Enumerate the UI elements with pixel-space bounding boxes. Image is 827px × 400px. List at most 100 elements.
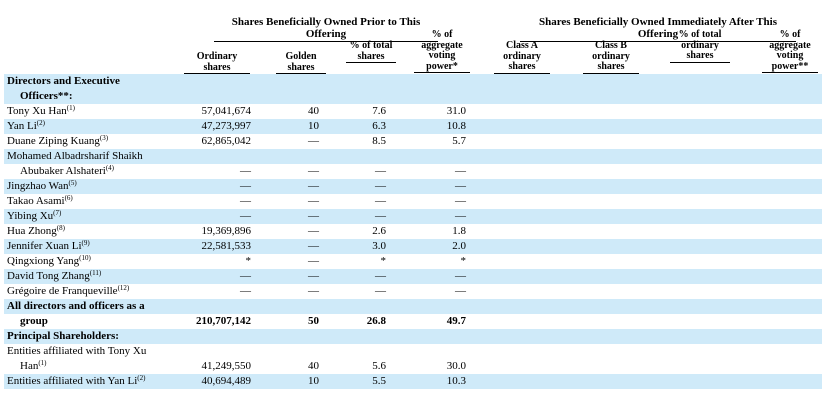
row-name-text: Officers**: <box>20 90 73 102</box>
pct-total-cell: * <box>380 255 387 267</box>
row-name-text: David Tong Zhang <box>7 270 90 282</box>
row-name: Entities affiliated with Tony Xu <box>7 344 146 359</box>
col-header-pct-total: % of total shares <box>346 40 396 63</box>
footnote-marker: (3) <box>99 134 109 142</box>
col-header-pct-total-ordinary-text: % of total ordinary shares <box>670 29 730 63</box>
pct-voting-cell: — <box>455 210 466 222</box>
ordinary-shares-cell: — <box>240 195 251 207</box>
table-row: Jingzhao Wan(5) — — — — <box>4 179 822 194</box>
col-header-ordinary-shares-text: Ordinary shares <box>184 51 250 74</box>
row-name-text: Hua Zhong <box>7 225 57 237</box>
pct-voting-cell: 49.7 <box>446 315 466 327</box>
footnote-marker: (8) <box>56 224 65 232</box>
row-name-text: Duane Ziping Kuang <box>7 135 100 147</box>
row-name: Qingxiong Yang(10) <box>7 254 91 269</box>
row-name-text: Tony Xu Han <box>7 105 67 117</box>
pct-voting-cell: 5.7 <box>452 135 466 147</box>
row-name-text: Directors and Executive <box>7 75 120 87</box>
row-name-text: Jingzhao Wan <box>7 180 69 192</box>
ordinary-shares-cell: 57,041,674 <box>201 105 252 117</box>
table-row: Grégoire de Franqueville(12) — — — — <box>4 284 822 299</box>
footnote-marker: (11) <box>89 269 102 277</box>
row-name: Entities affiliated with Yan Li(2) <box>7 374 145 389</box>
ordinary-shares-cell: 41,249,550 <box>201 360 252 372</box>
row-name: Principal Shareholders: <box>7 329 119 344</box>
table-row: Entities affiliated with Yan Li(2) 40,694… <box>4 374 822 389</box>
pct-total-cell: 5.6 <box>372 360 386 372</box>
row-name: Officers**: <box>20 89 73 104</box>
pct-voting-cell: 10.8 <box>446 120 466 132</box>
row-name: Tony Xu Han(1) <box>7 104 75 119</box>
row-name: Hua Zhong(8) <box>7 224 65 239</box>
col-header-golden-shares-text: Golden shares <box>276 51 326 74</box>
ordinary-shares-cell: 40,694,489 <box>201 375 252 387</box>
ordinary-shares-cell: — <box>240 180 251 192</box>
table-row: group 210,707,142 50 26.8 49.7 <box>4 314 822 329</box>
golden-shares-cell: — <box>308 240 319 252</box>
footnote-marker: (7) <box>53 209 62 217</box>
ordinary-shares-cell: 22,581,533 <box>201 240 252 252</box>
footnote-marker: (10) <box>79 254 91 262</box>
pct-voting-cell: — <box>455 195 466 207</box>
row-name-text: group <box>20 315 48 327</box>
golden-shares-cell: — <box>308 285 319 297</box>
pct-total-cell: — <box>375 165 386 177</box>
pct-voting-cell: 30.0 <box>446 360 466 372</box>
pct-voting-cell: — <box>455 180 466 192</box>
row-name: Jingzhao Wan(5) <box>7 179 77 194</box>
ordinary-shares-cell: — <box>240 165 251 177</box>
footnote-marker: (4) <box>105 164 115 172</box>
golden-shares-cell: 10 <box>308 120 319 132</box>
row-name: Yibing Xu(7) <box>7 209 61 224</box>
ordinary-shares-cell: 210,707,142 <box>196 315 251 327</box>
golden-shares-cell: 40 <box>308 360 319 372</box>
row-name-text: Abubaker Alshateri <box>20 165 106 177</box>
row-name: Takao Asami(6) <box>7 194 73 209</box>
table-row: Directors and Executive <box>4 74 822 89</box>
footnote-marker: (2) <box>36 119 45 127</box>
row-name-text: Principal Shareholders: <box>7 330 119 342</box>
footnote-marker: (9) <box>81 239 90 247</box>
pct-voting-cell: * <box>460 255 467 267</box>
table-row: Yibing Xu(7) — — — — <box>4 209 822 224</box>
col-header-pct-voting: % of aggregate voting power* <box>414 29 470 73</box>
row-name-text: Takao Asami <box>7 195 65 207</box>
row-name: group <box>20 314 48 329</box>
table-row: All directors and officers as a <box>4 299 822 314</box>
table-row: Yan Li(2) 47,273,997 10 6.3 10.8 <box>4 119 822 134</box>
row-name: Han(1) <box>20 359 47 374</box>
pct-total-cell: 3.0 <box>372 240 386 252</box>
pct-total-cell: 26.8 <box>366 315 386 327</box>
pct-voting-cell: 2.0 <box>452 240 466 252</box>
col-header-pct-voting-after: % of aggregate voting power** <box>762 29 818 73</box>
ordinary-shares-cell: — <box>240 285 251 297</box>
pct-voting-cell: — <box>455 270 466 282</box>
col-header-class-a-text: Class A ordinary shares <box>494 40 550 74</box>
table-row: Mohamed Albadrsharif Shaikh <box>4 149 822 164</box>
table-row: Entities affiliated with Tony Xu <box>4 344 822 359</box>
pct-total-cell: — <box>375 210 386 222</box>
pct-total-cell: 2.6 <box>372 225 386 237</box>
golden-shares-cell: 40 <box>308 105 319 117</box>
pct-voting-cell: 31.0 <box>446 105 466 117</box>
table-row: Abubaker Alshateri(4) — — — — <box>4 164 822 179</box>
row-name-text: Qingxiong Yang <box>7 255 80 267</box>
table-row: Han(1) 41,249,550 40 5.6 30.0 <box>4 359 822 374</box>
pct-total-cell: 8.5 <box>372 135 386 147</box>
row-name-text: Han <box>20 360 39 372</box>
golden-shares-cell: — <box>308 165 319 177</box>
row-name: Mohamed Albadrsharif Shaikh <box>7 149 143 164</box>
pct-voting-cell: — <box>455 285 466 297</box>
pct-total-cell: 6.3 <box>372 120 386 132</box>
table-row: Qingxiong Yang(10) * — * * <box>4 254 822 269</box>
table-row: Tony Xu Han(1) 57,041,674 40 7.6 31.0 <box>4 104 822 119</box>
col-header-golden-shares: Golden shares <box>276 51 326 74</box>
pct-total-cell: — <box>375 270 386 282</box>
golden-shares-cell: — <box>308 210 319 222</box>
row-name: All directors and officers as a <box>7 299 145 314</box>
table-row: Hua Zhong(8) 19,369,896 — 2.6 1.8 <box>4 224 822 239</box>
golden-shares-cell: — <box>308 180 319 192</box>
ordinary-shares-cell: — <box>240 210 251 222</box>
row-name-text: Jennifer Xuan Li <box>7 240 82 252</box>
footnote-marker: (1) <box>66 104 75 112</box>
